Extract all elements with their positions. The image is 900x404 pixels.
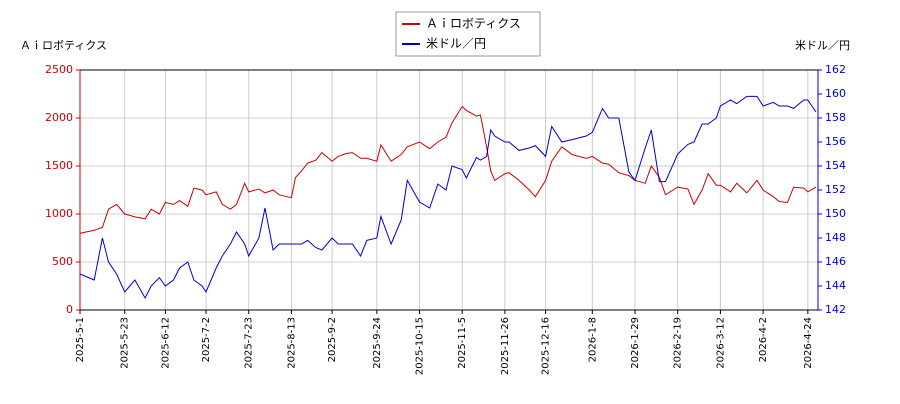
y2-tick-label: 150 bbox=[825, 207, 846, 220]
series-line bbox=[79, 95, 817, 300]
y-axis-label: Ａｉロボティクス bbox=[20, 39, 107, 52]
x-tick-label: 2025-12-16 bbox=[541, 317, 552, 375]
y2-axis-label: 米ドル／円 bbox=[795, 39, 850, 52]
x-tick-label: 2026-1-8 bbox=[587, 317, 598, 362]
y2-tick-label: 154 bbox=[825, 159, 846, 172]
y2-tick-label: 160 bbox=[825, 87, 846, 100]
x-tick-label: 2026-2-19 bbox=[673, 317, 684, 369]
y2-tick-label: 162 bbox=[825, 63, 846, 76]
x-tick-label: 2025-9-2 bbox=[327, 317, 338, 362]
x-tick-label: 2025-8-13 bbox=[286, 317, 297, 369]
series-line bbox=[79, 105, 817, 234]
x-tick-label: 2026-4-2 bbox=[758, 317, 769, 362]
y-tick-label: 1000 bbox=[45, 207, 73, 220]
y2-tick-label: 156 bbox=[825, 135, 846, 148]
x-tick-label: 2026-4-24 bbox=[803, 317, 814, 369]
x-tick-label: 2025-10-15 bbox=[415, 317, 426, 375]
y-tick-label: 0 bbox=[66, 303, 73, 316]
y2-tick-label: 146 bbox=[825, 255, 846, 268]
y-tick-label: 2500 bbox=[45, 63, 73, 76]
x-tick-label: 2025-7-23 bbox=[244, 317, 255, 369]
y2-tick-label: 142 bbox=[825, 303, 846, 316]
x-tick-label: 2025-11-5 bbox=[457, 317, 468, 369]
y2-tick-label: 144 bbox=[825, 279, 846, 292]
legend-box bbox=[395, 11, 541, 57]
legend-label: Ａｉロボティクス bbox=[426, 17, 521, 31]
legend-label: 米ドル／円 bbox=[426, 37, 486, 51]
y2-tick-label: 152 bbox=[825, 183, 846, 196]
x-tick-label: 2025-9-24 bbox=[372, 317, 383, 369]
y-tick-label: 500 bbox=[52, 255, 73, 268]
x-tick-label: 2025-7-2 bbox=[201, 317, 212, 362]
x-tick-label: 2025-5-23 bbox=[120, 317, 131, 369]
y-tick-label: 1500 bbox=[45, 159, 73, 172]
x-tick-label: 2025-6-12 bbox=[160, 317, 171, 369]
y2-tick-label: 158 bbox=[825, 111, 846, 124]
y2-tick-label: 148 bbox=[825, 231, 846, 244]
x-tick-label: 2025-11-26 bbox=[500, 317, 511, 375]
x-tick-label: 2026-3-12 bbox=[715, 317, 726, 369]
x-tick-label: 2026-1-29 bbox=[630, 317, 641, 369]
x-tick-label: 2025-5-1 bbox=[75, 317, 86, 362]
y-tick-label: 2000 bbox=[45, 111, 73, 124]
